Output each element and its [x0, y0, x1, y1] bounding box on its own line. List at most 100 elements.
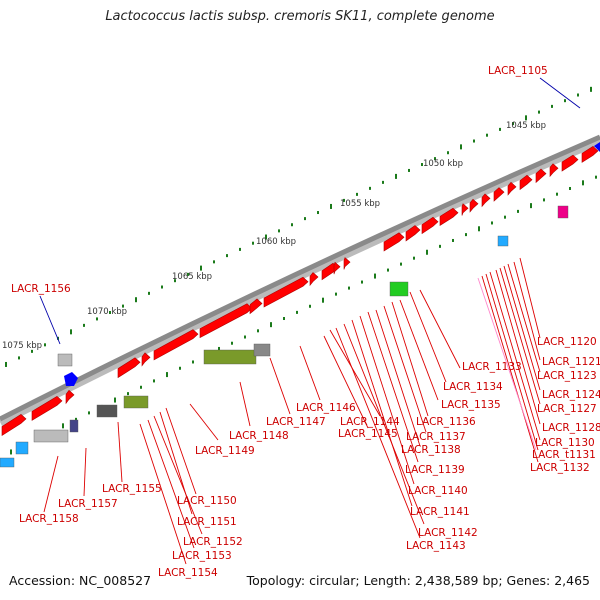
- scale-tick: [330, 203, 332, 209]
- scale-tick: [356, 192, 358, 196]
- gene-label: LACR_1155: [102, 483, 162, 495]
- label-leader: [351, 319, 413, 507]
- forward-gene: [507, 181, 517, 196]
- inner-scale-tick: [556, 192, 558, 196]
- forward-gene: [117, 357, 141, 379]
- gene-label: LACR_1120: [537, 336, 597, 348]
- scale-tick: [590, 86, 592, 92]
- gene-label: LACR_t1131: [532, 449, 596, 461]
- gene-label: LACR_1127: [537, 403, 597, 415]
- forward-gene: [1, 413, 27, 437]
- inner-scale-tick: [88, 411, 90, 415]
- scale-tick: [486, 133, 488, 137]
- callout-leader-1105: [539, 77, 581, 109]
- inner-scale-tick: [465, 233, 467, 237]
- label-leader: [513, 261, 541, 361]
- inner-scale-tick: [439, 244, 441, 248]
- genome-feature: [557, 205, 569, 219]
- accession-text: Accession: NC_008527: [9, 573, 152, 588]
- scale-tick: [174, 279, 176, 283]
- scale-tick: [382, 180, 384, 184]
- scale-label: 1060 kbp: [256, 237, 296, 247]
- gene-label: LACR_1154: [158, 567, 218, 579]
- scale-tick: [395, 173, 397, 179]
- callout-labels: LACR_1105 LACR_1156: [11, 65, 548, 295]
- callout-label: LACR_1156: [11, 283, 71, 295]
- gene-label: LACR_1147: [266, 416, 326, 428]
- inner-scale-tick: [231, 341, 233, 345]
- inner-scale-tick: [569, 186, 571, 190]
- scale-label: 1065 kbp: [172, 272, 212, 282]
- inner-scale-tick: [244, 335, 246, 339]
- forward-gene: [65, 389, 75, 405]
- label-leader: [343, 323, 425, 525]
- label-leader: [147, 419, 195, 549]
- genome-feature: [203, 349, 257, 365]
- genome-feature: [253, 343, 271, 357]
- genome-feature: [57, 353, 73, 367]
- gene-marker-1156: [64, 372, 78, 386]
- label-leader: [391, 301, 429, 417]
- scale-tick: [343, 198, 345, 202]
- genome-feature: [15, 441, 29, 455]
- scale-tick: [161, 285, 163, 289]
- scale-tick: [564, 99, 566, 103]
- label-leader: [153, 415, 203, 535]
- gene-label: LACR_1142: [418, 527, 478, 539]
- forward-gene: [519, 174, 533, 191]
- gene-label: LACR_1145: [338, 428, 398, 440]
- forward-gene: [249, 298, 263, 315]
- gene-label: LACR_1139: [405, 464, 465, 476]
- forward-gene: [343, 257, 351, 270]
- scale-tick: [291, 223, 293, 227]
- gene-label: LACR_1137: [406, 431, 466, 443]
- gene-label: LACR_1151: [177, 516, 237, 528]
- gene-label: LACR_1143: [406, 540, 466, 552]
- scale-tick: [577, 93, 579, 97]
- label-leader: [499, 267, 541, 405]
- inner-scale-tick: [322, 297, 324, 303]
- scale-tick: [252, 241, 254, 245]
- scale-tick: [44, 343, 46, 347]
- outer-tick-track: [5, 86, 592, 367]
- forward-gene: [461, 203, 469, 216]
- scale-tick: [148, 291, 150, 295]
- scale-labels: 1045 kbp 1050 kbp 1055 kbp 1060 kbp 1065 kbp…: [2, 121, 546, 351]
- genome-feature: [497, 235, 509, 247]
- callout-label: LACR_1105: [488, 65, 548, 77]
- inner-scale-tick: [543, 198, 545, 202]
- scale-tick: [434, 157, 436, 161]
- scale-tick: [473, 139, 475, 143]
- genome-feature: [0, 457, 15, 468]
- scale-tick: [317, 211, 319, 215]
- forward-gene: [405, 225, 421, 242]
- label-leader: [269, 357, 291, 415]
- genome-backbone-shadow: [0, 135, 600, 427]
- label-leader: [485, 273, 539, 451]
- inner-scale-tick: [413, 256, 415, 260]
- scale-tick: [447, 151, 449, 155]
- label-leader: [189, 403, 219, 441]
- scale-tick: [239, 247, 241, 251]
- scale-label: 1070 kbp: [87, 307, 127, 317]
- forward-gene: [309, 272, 319, 287]
- genome-backbone: [0, 134, 600, 422]
- label-leader: [399, 299, 439, 401]
- inner-scale-tick: [491, 221, 493, 225]
- gene-label-lines: [39, 77, 581, 565]
- forward-gene: [421, 216, 439, 235]
- scale-tick: [421, 163, 423, 167]
- scale-tick: [187, 272, 189, 276]
- inner-scale-tick: [517, 209, 519, 213]
- label-leader: [117, 421, 123, 483]
- gene-label: LACR_1149: [195, 445, 255, 457]
- gene-label: LACR_1153: [172, 550, 232, 562]
- label-leader: [239, 381, 251, 427]
- inner-scale-tick: [400, 262, 402, 266]
- scale-tick: [551, 104, 553, 108]
- scale-tick: [460, 144, 462, 150]
- callout-leader-1156: [39, 295, 61, 345]
- inner-scale-tick: [75, 417, 77, 421]
- forward-gene: [31, 395, 63, 421]
